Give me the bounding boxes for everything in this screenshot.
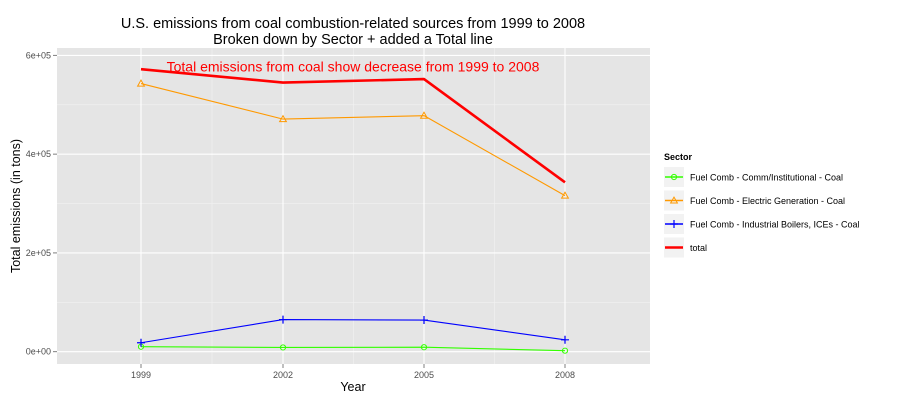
y-axis-title: Total emissions (in tons) xyxy=(9,139,23,273)
series-layer xyxy=(136,67,570,354)
series-line-total xyxy=(140,67,566,184)
data-point-fuel-comb-electric-generation-coal xyxy=(136,79,146,87)
legend-label: Fuel Comb - Industrial Boilers, ICEs - C… xyxy=(690,220,860,230)
data-point-fuel-comb-electric-generation-coal xyxy=(278,114,288,123)
series-total xyxy=(140,67,566,184)
y-tick-label: 6e+05 xyxy=(26,50,51,60)
legend-label: Fuel Comb - Electric Generation - Coal xyxy=(690,196,845,206)
data-point-fuel-comb-industrial-boilers-ices-coal xyxy=(420,316,428,325)
grid-lines xyxy=(57,48,650,364)
data-point-fuel-comb-comm-institutional-coal xyxy=(420,344,428,351)
legend-title: Sector xyxy=(664,152,693,162)
legend-item-fuel-comb-industrial-boilers-ices-coal: Fuel Comb - Industrial Boilers, ICEs - C… xyxy=(664,214,860,234)
data-point-fuel-comb-industrial-boilers-ices-coal xyxy=(561,335,569,344)
x-tick-label: 1999 xyxy=(131,370,151,380)
legend-item-fuel-comb-electric-generation-coal: Fuel Comb - Electric Generation - Coal xyxy=(664,190,845,211)
series-line-fuel-comb-electric-generation-coal xyxy=(140,83,566,197)
legend-item-total: total xyxy=(664,237,707,258)
data-point-fuel-comb-electric-generation-coal xyxy=(560,191,570,199)
x-axis: 1999 2002 2005 2008 xyxy=(131,364,575,380)
legend-key-marker xyxy=(669,196,679,204)
data-point-fuel-comb-electric-generation-coal xyxy=(419,111,429,119)
x-tick-label: 2005 xyxy=(414,370,434,380)
series-fuel-comb-industrial-boilers-ices-coal xyxy=(137,315,569,347)
chart-annotation: Total emissions from coal show decrease … xyxy=(167,58,540,74)
x-tick-label: 2002 xyxy=(273,370,293,380)
legend-key-marker xyxy=(670,220,678,228)
chart-title: U.S. emissions from coal combustion-rela… xyxy=(121,16,585,32)
chart-subtitle: Broken down by Sector + added a Total li… xyxy=(213,32,493,48)
series-line-fuel-comb-comm-institutional-coal xyxy=(140,346,566,352)
data-point-fuel-comb-industrial-boilers-ices-coal xyxy=(137,338,145,347)
series-fuel-comb-comm-institutional-coal xyxy=(137,343,569,354)
x-axis-title: Year xyxy=(340,380,365,394)
legend-item-fuel-comb-comm-institutional-coal: Fuel Comb - Comm/Institutional - Coal xyxy=(664,167,843,187)
y-tick-label: 2e+05 xyxy=(26,248,51,258)
y-tick-label: 0e+00 xyxy=(26,347,51,357)
series-line-fuel-comb-industrial-boilers-ices-coal xyxy=(140,319,566,344)
x-tick-label: 2008 xyxy=(555,370,575,380)
legend-label: total xyxy=(690,243,707,253)
data-point-fuel-comb-industrial-boilers-ices-coal xyxy=(279,315,287,324)
legend-key-marker xyxy=(670,173,678,181)
series-fuel-comb-electric-generation-coal xyxy=(136,79,570,199)
legend-label: Fuel Comb - Comm/Institutional - Coal xyxy=(690,173,843,183)
y-axis: 0e+00 2e+05 4e+05 6e+05 xyxy=(26,50,57,357)
data-point-fuel-comb-comm-institutional-coal xyxy=(279,344,287,351)
y-tick-label: 4e+05 xyxy=(26,149,51,159)
data-point-fuel-comb-comm-institutional-coal xyxy=(561,347,569,354)
legend: Sector Fuel Comb - Comm/Institutional - … xyxy=(664,152,860,258)
